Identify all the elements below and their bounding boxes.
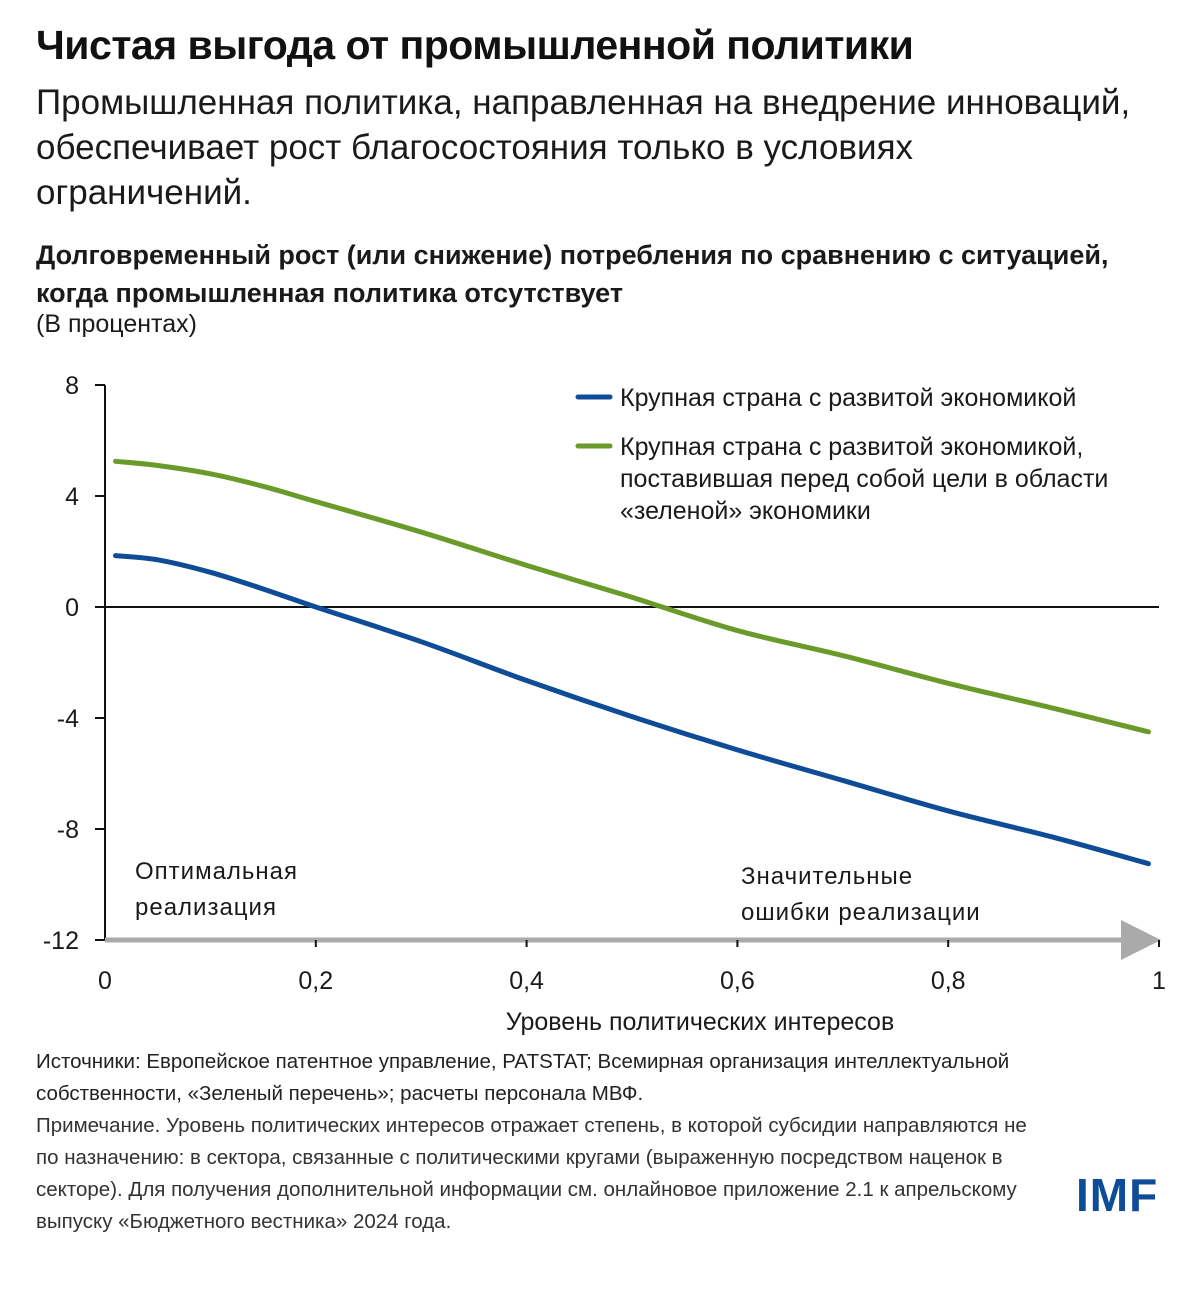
x-tick-label: 0,4: [509, 967, 544, 995]
y-tick-label: -4: [57, 705, 79, 733]
series-line-1: [113, 553, 1151, 867]
chart-unit: (В процентах): [36, 310, 197, 338]
x-tick-label: 0,6: [720, 967, 755, 995]
x-tick-label: 1: [1152, 967, 1166, 995]
y-tick-label: -12: [43, 927, 79, 955]
legend-label: поставившая перед собой цели в области: [620, 465, 1108, 493]
page-subtitle: Промышленная политика, направленная на в…: [36, 83, 1131, 212]
annotation-optimal: Оптимальная: [135, 858, 298, 885]
legend: Крупная страна с развитой экономикой Круп…: [575, 384, 1108, 525]
x-tick-label: 0,2: [298, 967, 333, 995]
y-tick-label: 4: [65, 483, 79, 511]
annotation-optimal: реализация: [135, 894, 277, 921]
chart-title: Долговременный рост (или снижение) потре…: [36, 240, 1109, 308]
annotations: Оптимальная реализация Значительные ошибки …: [135, 858, 981, 926]
series-line-2: [113, 458, 1151, 735]
line-chart: 8 4 0 -4 -8 -12 0 0,2 0,4 0,6 0,8 1 Уровень политиче…: [43, 372, 1166, 1036]
legend-label: Крупная страна с развитой экономикой,: [620, 433, 1083, 461]
annotation-errors: ошибки реализации: [741, 899, 981, 926]
y-tick-label: 0: [65, 594, 79, 622]
note-text: Примечание. Уровень политических интерес…: [36, 1114, 1027, 1233]
footer: Источники: Европейское патентное управле…: [36, 1046, 1046, 1238]
page-title: Чистая выгода от промышленной политики: [36, 22, 914, 68]
legend-label: Крупная страна с развитой экономикой: [620, 384, 1076, 412]
x-tick-label: 0: [98, 967, 112, 995]
legend-label: «зеленой» экономики: [620, 497, 871, 525]
y-tick-label: -8: [57, 816, 79, 844]
y-tick-label: 8: [65, 372, 79, 400]
x-tick-label: 0,8: [931, 967, 966, 995]
annotation-errors: Значительные: [741, 863, 913, 890]
axes: 8 4 0 -4 -8 -12 0 0,2 0,4 0,6 0,8 1 Уровень политиче…: [43, 372, 1166, 1036]
sources-text: Источники: Европейское патентное управле…: [36, 1050, 1010, 1105]
imf-logo: IMF: [1076, 1169, 1159, 1221]
x-axis-label: Уровень политических интересов: [506, 1008, 895, 1036]
series-layer: [113, 458, 1151, 867]
